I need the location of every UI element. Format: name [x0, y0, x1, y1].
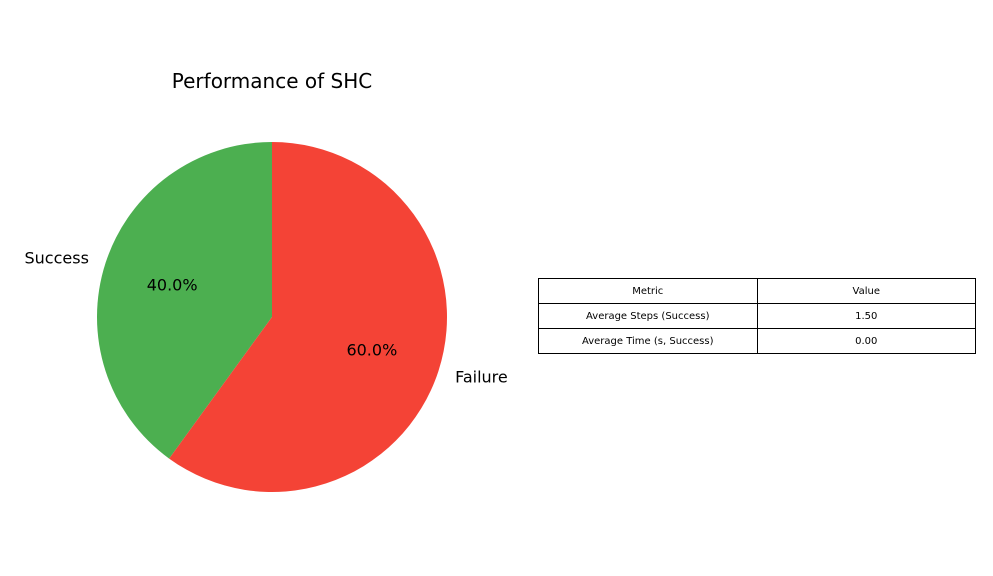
- pie-slice-failure: [169, 142, 448, 492]
- pie-slice-success: [97, 142, 272, 459]
- metrics-table: Metric Value Average Steps (Success) 1.5…: [538, 278, 976, 354]
- table-header-cell: Metric: [538, 278, 758, 304]
- pie-percent-label: 60.0%: [346, 340, 397, 359]
- table-cell: Average Time (s, Success): [538, 328, 758, 354]
- pie-category-label: Success: [25, 249, 89, 268]
- table-row: Average Time (s, Success) 0.00: [538, 328, 976, 354]
- pie-slices: 40.0% Success 60.0% Failure: [25, 142, 508, 492]
- table-cell: 1.50: [756, 303, 976, 329]
- table-header-row: Metric Value: [538, 278, 976, 304]
- pie-percent-label: 40.0%: [147, 276, 198, 295]
- table-cell: Average Steps (Success): [538, 303, 758, 329]
- table-row: Average Steps (Success) 1.50: [538, 303, 976, 329]
- chart-title: Performance of SHC: [172, 69, 372, 93]
- table-header-cell: Value: [756, 278, 976, 304]
- table-cell: 0.00: [756, 328, 976, 354]
- pie-category-label: Failure: [455, 367, 508, 386]
